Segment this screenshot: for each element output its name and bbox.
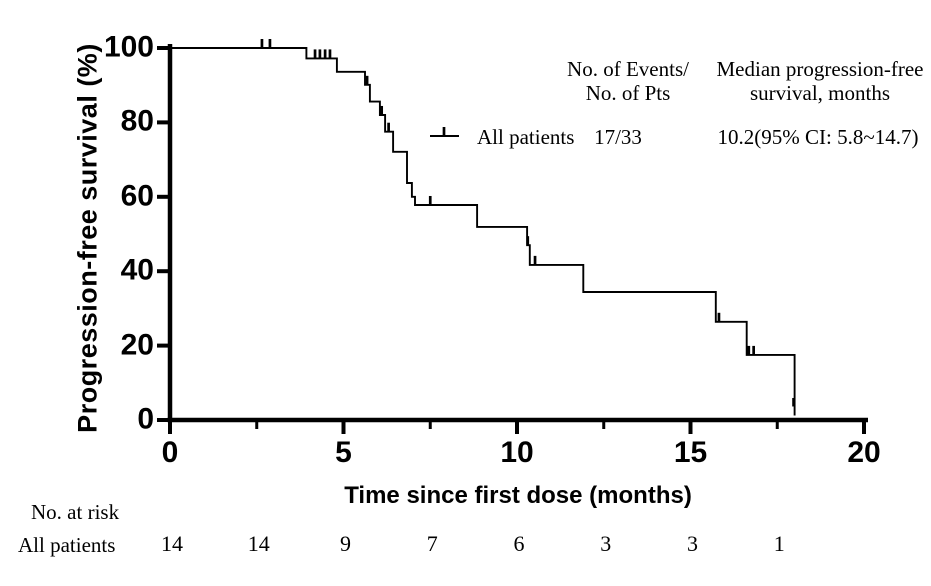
risk-count: 3 <box>687 531 698 556</box>
x-axis-title: Time since first dose (months) <box>344 482 692 509</box>
risk-table-title: No. at risk <box>31 500 120 524</box>
legend-header-median-line2: survival, months <box>749 81 890 105</box>
y-tick-label: 0 <box>137 402 154 436</box>
legend-header-median: Median progression-free survival, months <box>716 57 923 105</box>
risk-count: 14 <box>247 531 270 556</box>
legend-header-events-line1: No. of Events/ <box>567 57 689 81</box>
x-tick-label: 10 <box>500 436 534 469</box>
legend-marker <box>430 127 459 137</box>
risk-count: 7 <box>426 531 438 556</box>
legend-header-events-line2: No. of Pts <box>585 81 671 105</box>
x-tick-label: 20 <box>847 436 881 469</box>
censor-marks <box>260 39 795 407</box>
y-tick-label: 40 <box>120 253 154 287</box>
legend-events-value: 17/33 <box>594 125 642 149</box>
legend-header-events: No. of Events/ No. of Pts <box>567 57 689 105</box>
x-tick-label: 0 <box>161 436 179 469</box>
legend-series-label: All patients <box>477 125 575 149</box>
y-tick-label: 100 <box>103 30 154 64</box>
y-tick-label: 80 <box>120 104 154 138</box>
survival-step-curve <box>170 47 796 416</box>
legend-median-value: 10.2(95% CI: 5.8~14.7) <box>717 125 919 149</box>
x-tick-label: 15 <box>673 436 708 469</box>
legend-header-median-line1: Median progression-free <box>716 57 924 81</box>
x-tick-label: 5 <box>335 436 352 469</box>
risk-count: 14 <box>161 531 183 556</box>
risk-count: 1 <box>773 531 785 556</box>
y-tick-label: 20 <box>120 327 154 361</box>
risk-count: 3 <box>600 531 612 556</box>
risk-count: 9 <box>340 531 351 556</box>
risk-row-label: All patients <box>18 533 116 557</box>
y-tick-label: 60 <box>120 179 154 213</box>
axes <box>157 44 868 434</box>
risk-count: 6 <box>513 531 525 556</box>
y-axis-title: Progression-free survival (%) <box>72 43 103 433</box>
